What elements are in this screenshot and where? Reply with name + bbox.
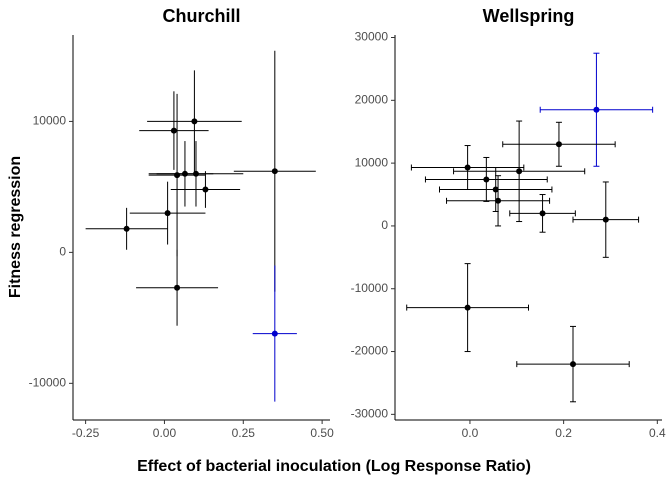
- point: [570, 361, 576, 368]
- point: [602, 216, 609, 223]
- point: [539, 210, 546, 217]
- point: [516, 168, 523, 175]
- point: [464, 304, 471, 311]
- x-tick-label: -0.25: [72, 426, 100, 440]
- point: [170, 127, 177, 134]
- point: [483, 176, 490, 183]
- y-tick-label: -10000: [29, 376, 67, 390]
- y-tick-label: -10000: [351, 281, 389, 295]
- x-tick-label: 0.50: [310, 426, 334, 440]
- y-tick-label: 10000: [33, 114, 67, 128]
- point: [164, 210, 171, 217]
- x-tick-label: 0.4: [649, 426, 666, 440]
- x-tick-label: 0.00: [153, 426, 177, 440]
- point: [555, 141, 562, 148]
- y-tick-label: 30000: [355, 30, 389, 44]
- y-axis-title: Fitness regression: [7, 156, 24, 298]
- y-tick-label: -30000: [351, 407, 389, 421]
- point: [593, 106, 600, 113]
- y-tick-label: 10000: [355, 155, 389, 169]
- point: [174, 172, 181, 179]
- point: [202, 186, 209, 193]
- point: [174, 284, 181, 291]
- point: [271, 330, 278, 337]
- y-tick-label: 0: [381, 218, 388, 232]
- x-tick-label: 0.2: [555, 426, 572, 440]
- y-tick-label: 20000: [355, 92, 389, 106]
- panel-title: Churchill: [162, 6, 240, 26]
- point: [464, 164, 471, 171]
- panel-title: Wellspring: [483, 6, 575, 26]
- point: [192, 170, 199, 177]
- point: [495, 197, 502, 204]
- x-tick-label: 0.25: [232, 426, 256, 440]
- point: [191, 118, 198, 125]
- point: [271, 168, 278, 175]
- point: [123, 225, 130, 232]
- point: [492, 186, 499, 193]
- y-tick-label: 0: [59, 245, 66, 259]
- x-tick-label: 0.0: [462, 426, 479, 440]
- y-tick-label: -20000: [351, 344, 389, 358]
- x-axis-title: Effect of bacterial inoculation (Log Res…: [137, 458, 531, 475]
